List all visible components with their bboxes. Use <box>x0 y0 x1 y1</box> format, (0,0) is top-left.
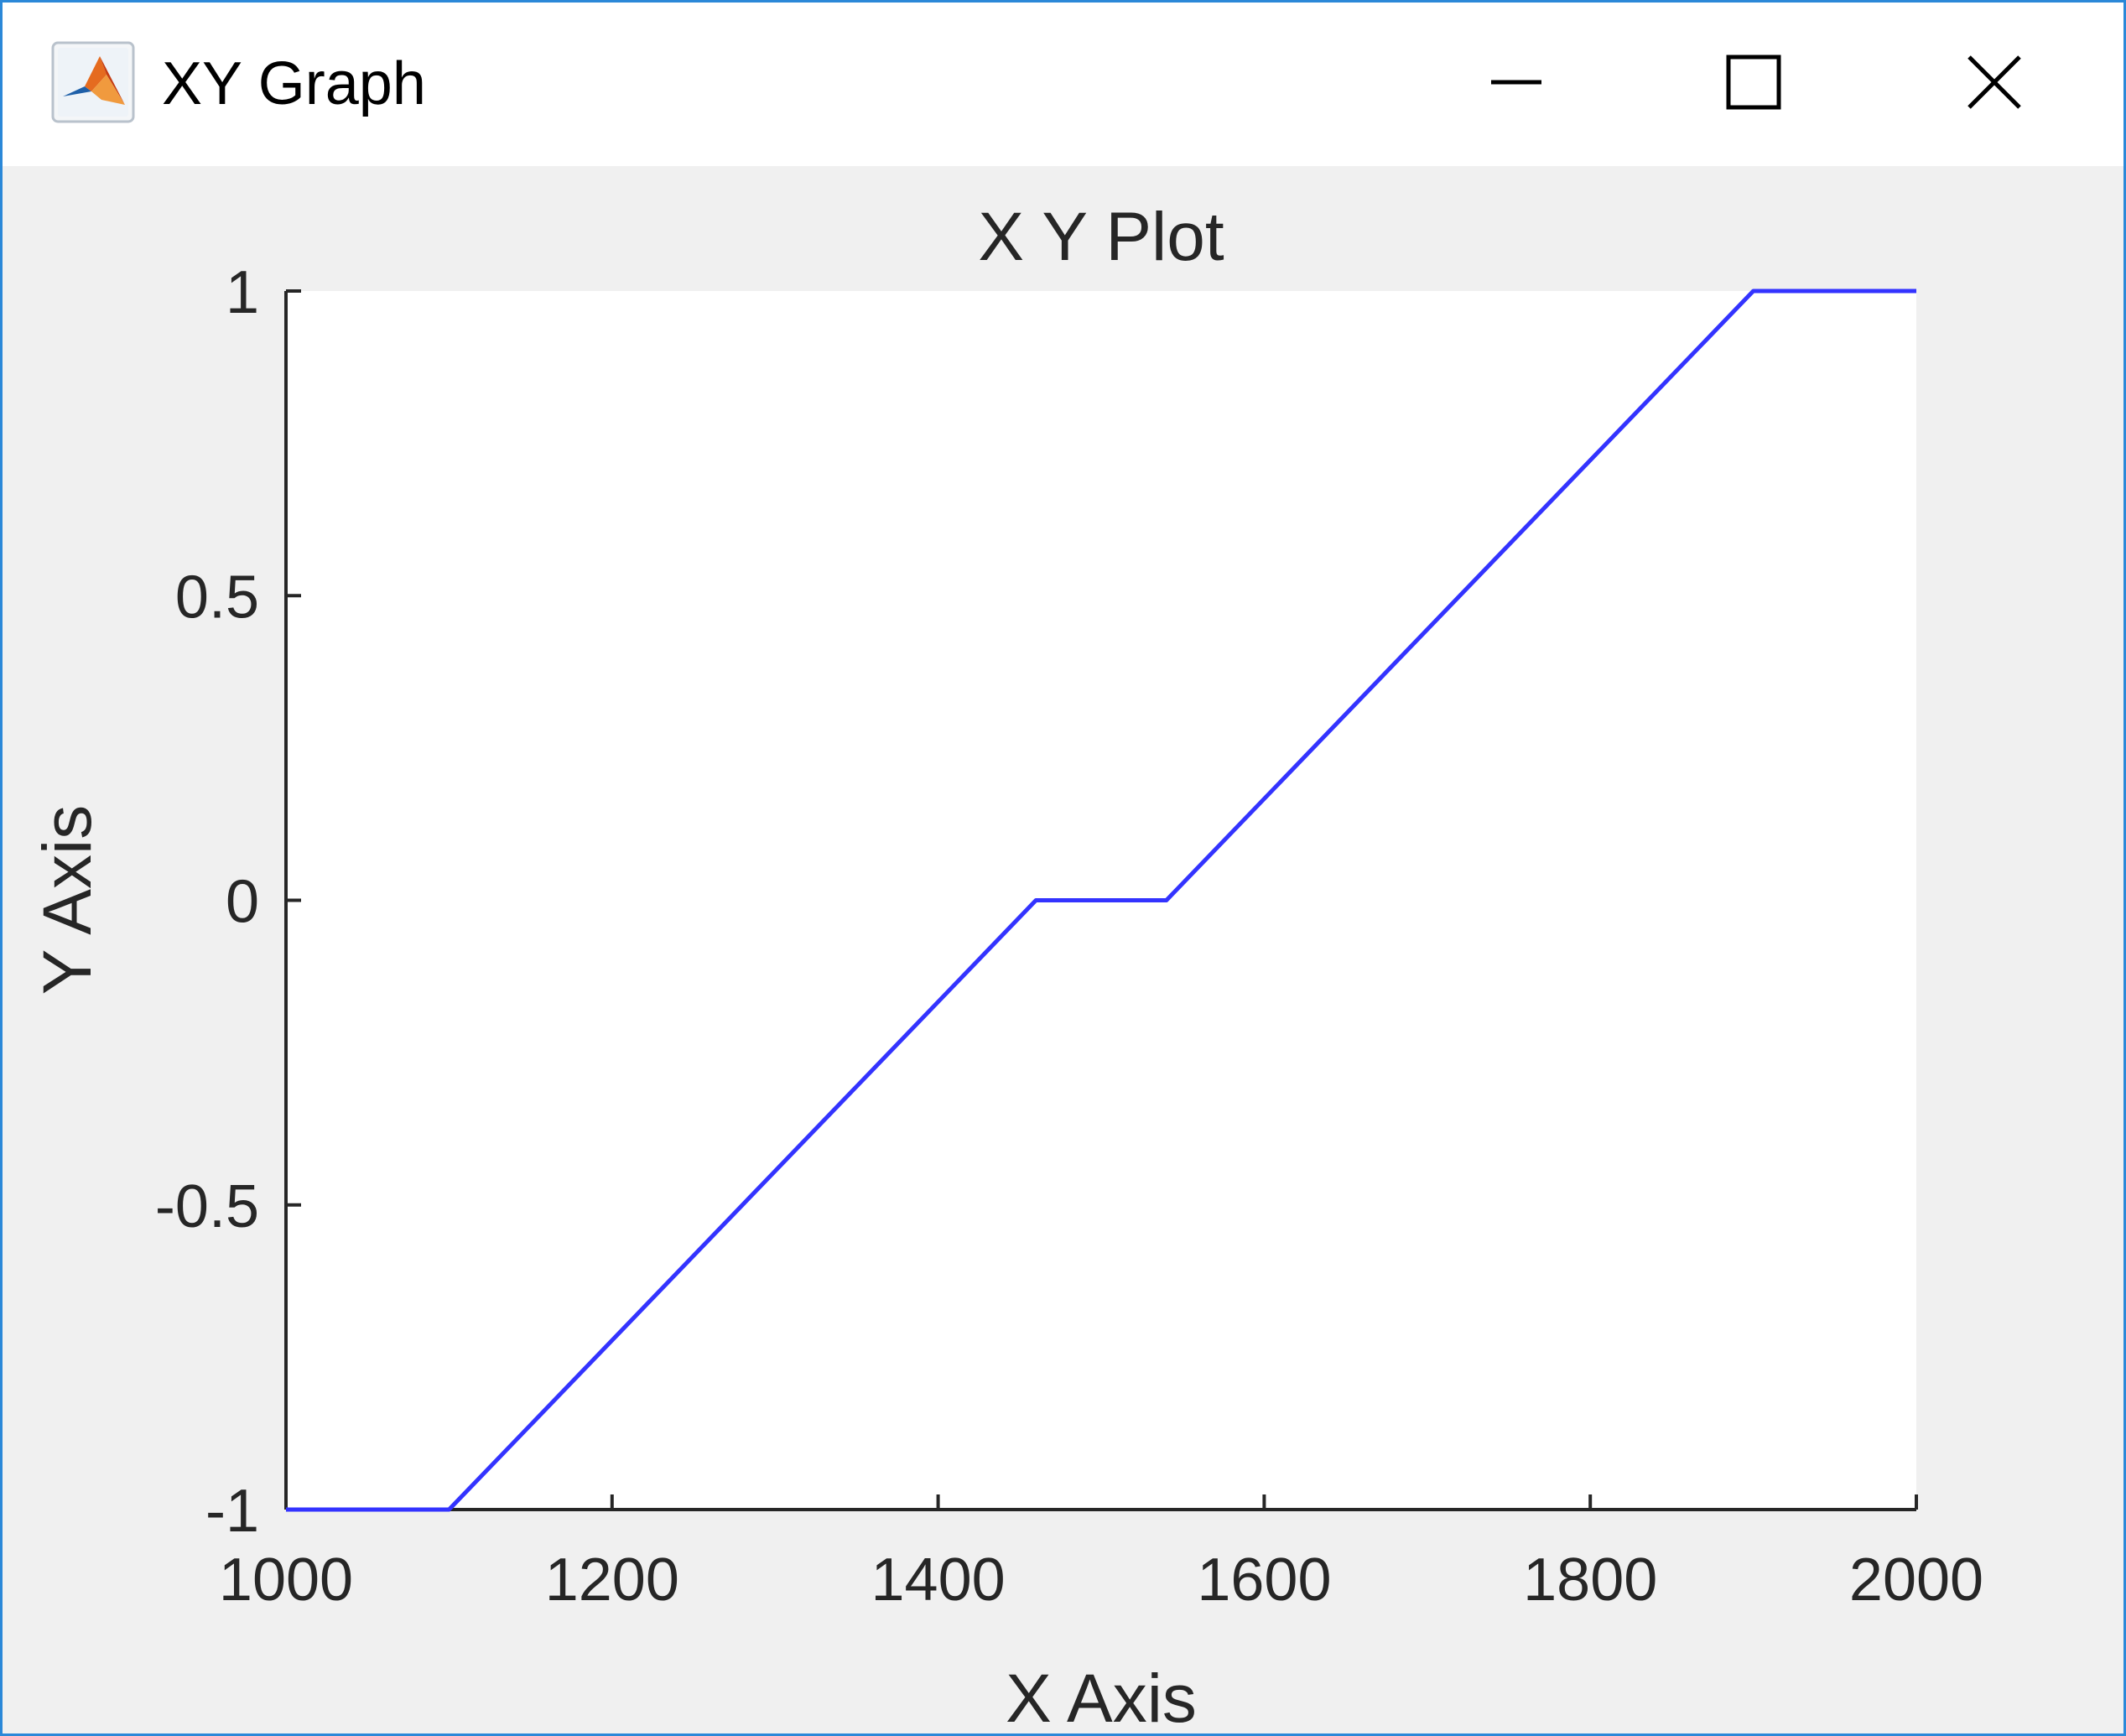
close-button[interactable] <box>1936 3 2053 162</box>
x-tick-label: 1000 <box>219 1546 353 1614</box>
maximize-icon <box>1726 55 1781 110</box>
minimize-button[interactable] <box>1458 3 1575 162</box>
x-tick-label: 1200 <box>545 1546 679 1614</box>
window-title: XY Graph <box>162 50 426 117</box>
x-axis-label: X Axis <box>1006 1661 1197 1736</box>
x-tick-label: 1400 <box>871 1546 1006 1614</box>
y-tick-label: -1 <box>205 1478 259 1545</box>
y-tick-label: -0.5 <box>155 1173 259 1240</box>
y-axis-label: Y Axis <box>29 805 106 995</box>
xy-plot: X Y Plot 1000 1200 1400 1600 1800 2000 -1 -0.5 0… <box>29 199 1983 1736</box>
y-tick-label: 0.5 <box>175 564 259 631</box>
maximize-button[interactable] <box>1695 3 1812 162</box>
y-tick-label: 0 <box>226 869 259 936</box>
matlab-logo-icon <box>51 41 135 123</box>
x-tick-label: 1800 <box>1523 1546 1657 1614</box>
y-tick-label: 1 <box>226 259 259 326</box>
x-tick-label: 2000 <box>1849 1546 1983 1614</box>
title-bar[interactable]: XY Graph <box>3 3 2123 166</box>
series-line <box>286 288 1916 1512</box>
close-icon <box>1967 55 2021 109</box>
chart-title: X Y Plot <box>978 199 1224 275</box>
minimize-icon <box>1491 80 1541 85</box>
x-tick-label: 1600 <box>1197 1546 1331 1614</box>
